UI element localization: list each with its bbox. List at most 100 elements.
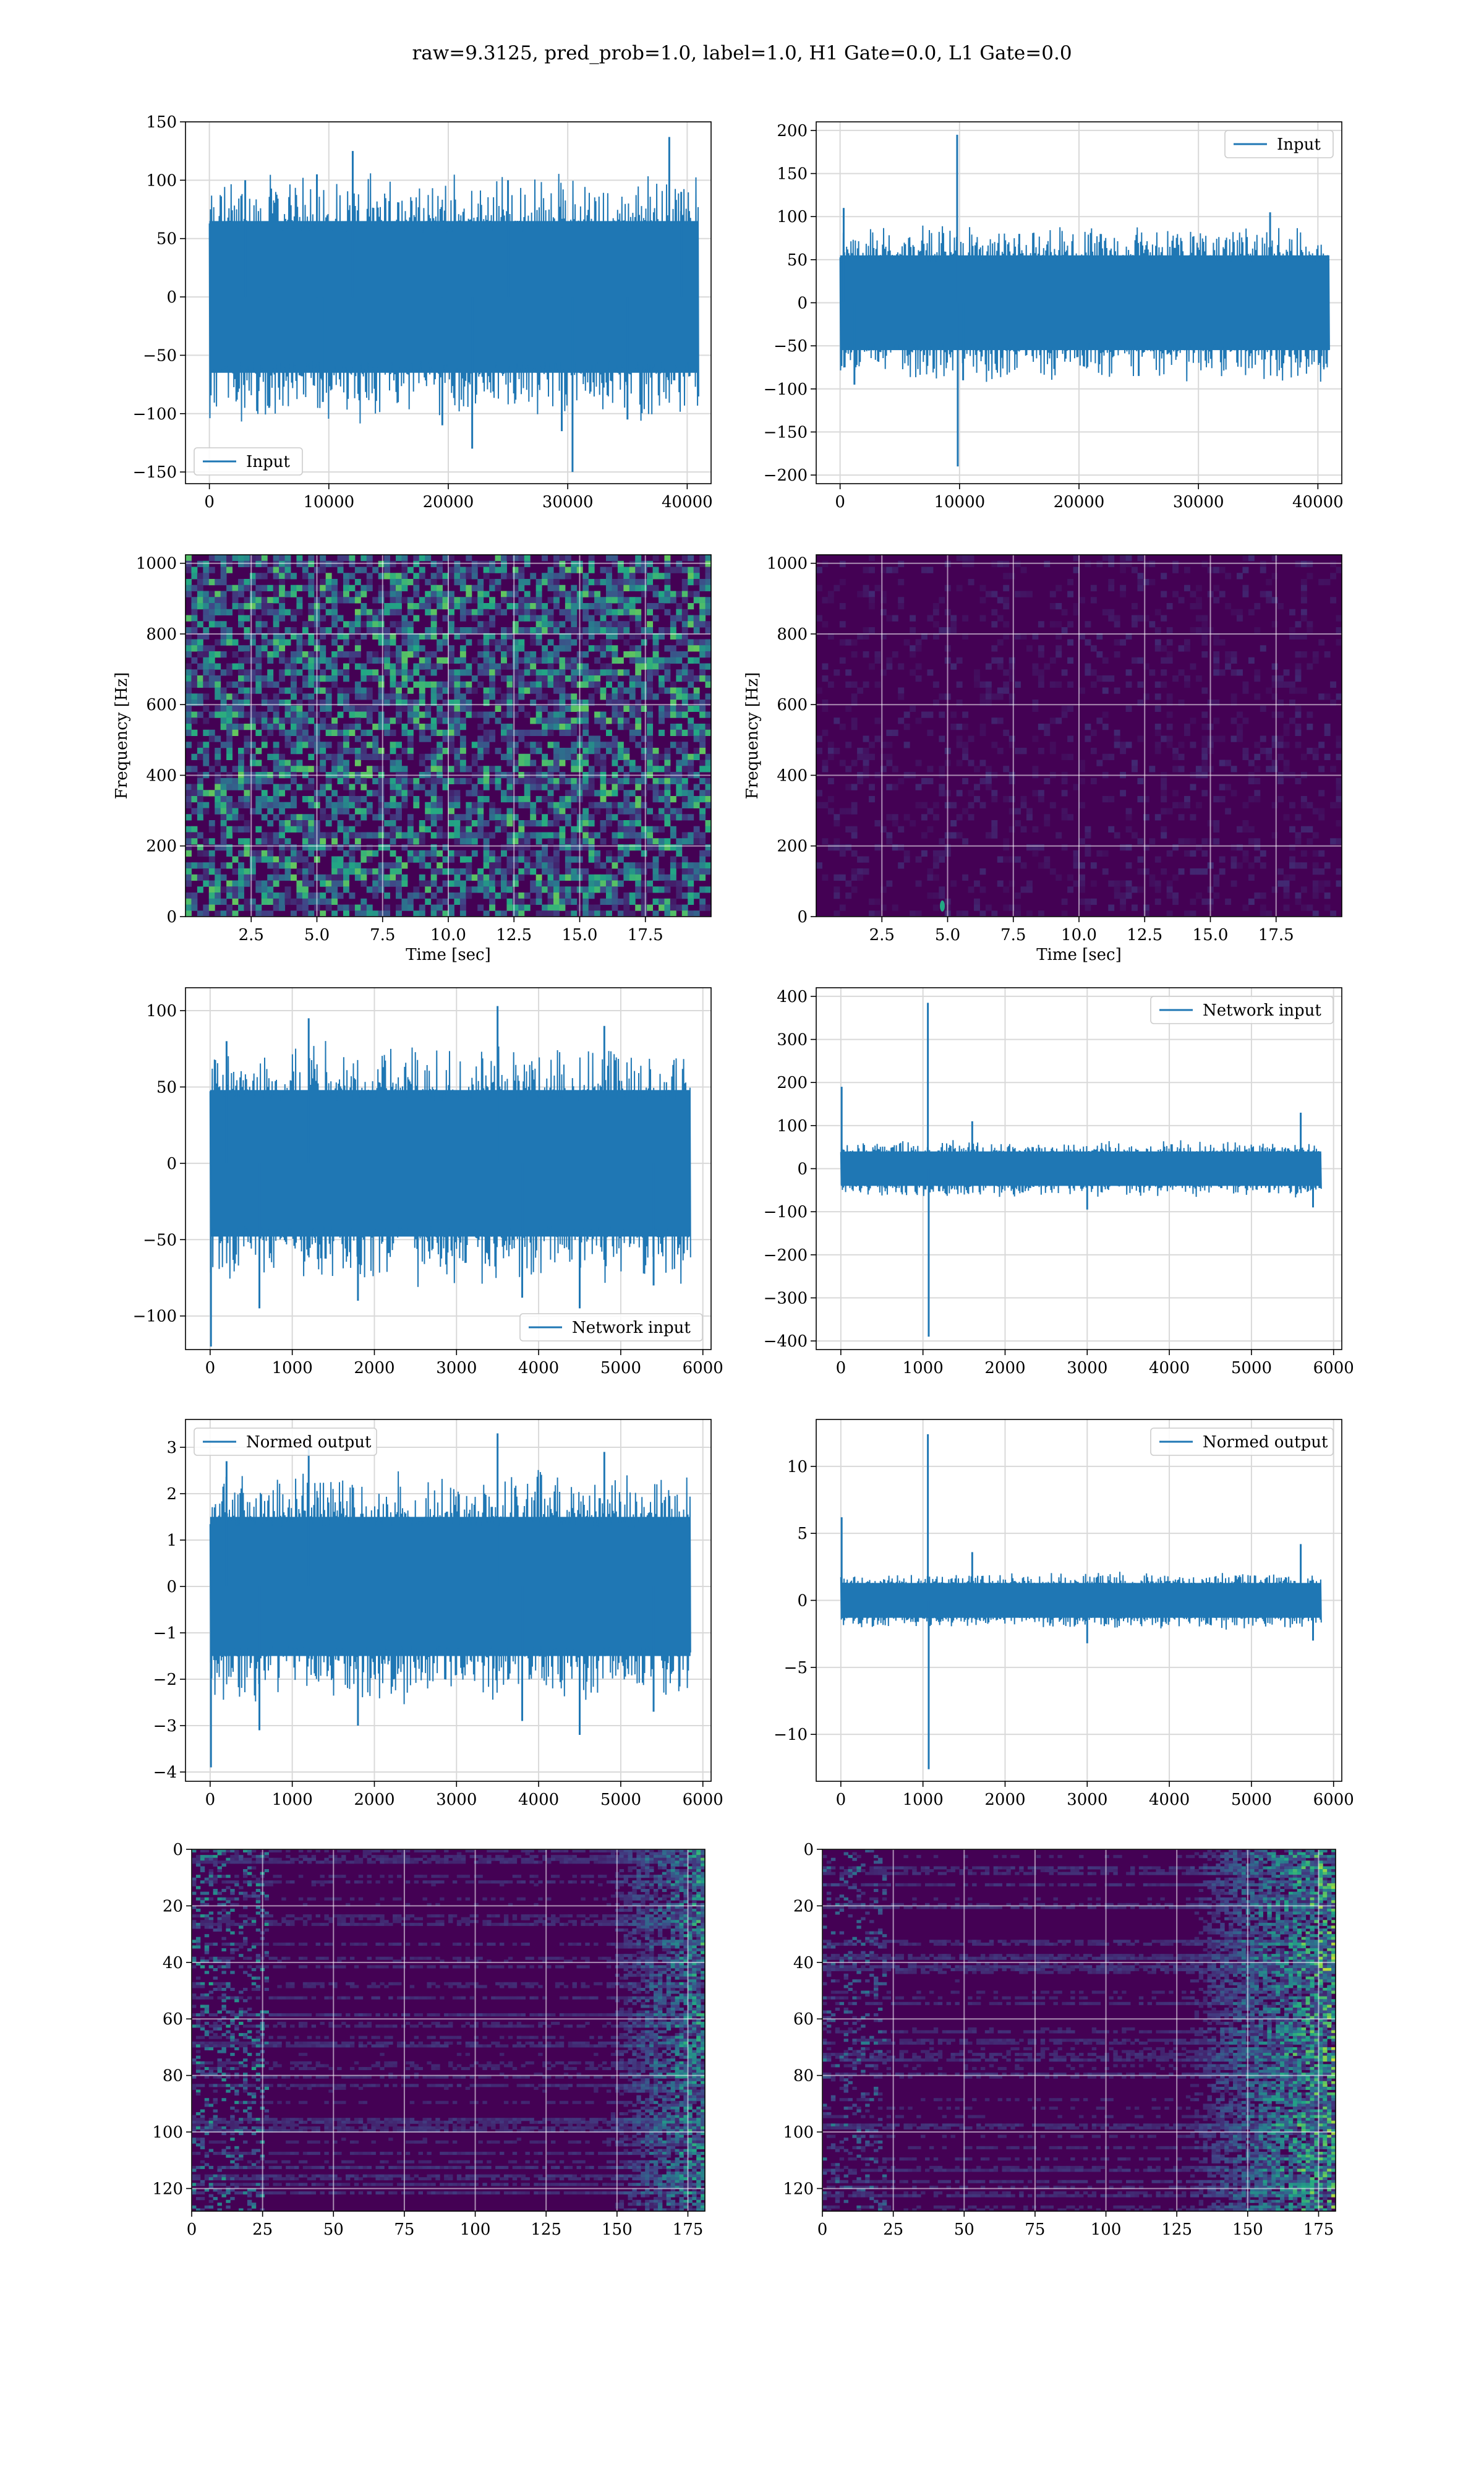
- heatmap-cell: [863, 735, 869, 742]
- heatmap-cell: [699, 790, 706, 797]
- heatmap-cell: [378, 609, 385, 615]
- heatmap-cell: [354, 735, 361, 742]
- heatmap-cell: [220, 597, 227, 604]
- heatmap-cell: [851, 874, 858, 881]
- heatmap-cell: [251, 1849, 257, 1853]
- heatmap-cell: [617, 784, 624, 790]
- x-axis: 0 1000 2000 3000 4000 5000 6000: [205, 1350, 723, 1377]
- heatmap-cell: [635, 838, 642, 845]
- heatmap-cell: [535, 669, 542, 676]
- heatmap-cell: [839, 850, 846, 857]
- heatmap-cell: [635, 621, 642, 628]
- heatmap-cell: [1143, 693, 1149, 700]
- heatmap-cell: [308, 777, 315, 784]
- heatmap-cell: [652, 826, 659, 833]
- heatmap-cell: [466, 892, 472, 899]
- heatmap-cell: [518, 573, 525, 580]
- heatmap-cell: [308, 591, 315, 597]
- heatmap-cell: [1271, 573, 1278, 580]
- heatmap-cell: [676, 729, 683, 736]
- heatmap-cell: [559, 705, 566, 712]
- heatmap-cell: [244, 742, 250, 748]
- heatmap-cell: [331, 615, 338, 622]
- heatmap-cell: [962, 724, 969, 730]
- heatmap-cell: [1166, 651, 1173, 658]
- heatmap-cell: [437, 868, 443, 875]
- plot-area: [186, 555, 711, 917]
- heatmap-cell: [308, 681, 315, 688]
- heatmap-cell: [705, 886, 711, 893]
- heatmap-cell: [232, 603, 239, 610]
- heatmap-cell: [688, 669, 694, 676]
- heatmap-cell: [413, 784, 420, 790]
- heatmap-cell: [291, 742, 297, 748]
- heatmap-cell: [343, 838, 349, 845]
- heatmap-cell: [215, 892, 221, 899]
- heatmap-cell: [1330, 910, 1337, 917]
- y-tick-label: 100: [777, 208, 808, 226]
- heatmap-cell: [880, 591, 887, 597]
- heatmap-cell: [699, 868, 706, 875]
- heatmap-cell: [932, 862, 939, 869]
- heatmap-cell: [606, 591, 612, 597]
- heatmap-cell: [530, 700, 537, 706]
- heatmap-cell: [641, 735, 647, 742]
- heatmap-cell: [483, 560, 490, 567]
- heatmap-cell: [857, 777, 864, 784]
- heatmap-cell: [617, 603, 624, 610]
- heatmap-cell: [343, 850, 349, 857]
- heatmap-cell: [203, 579, 210, 586]
- heatmap-cell: [530, 850, 537, 857]
- heatmap-cell: [1318, 790, 1325, 797]
- heatmap-cell: [565, 603, 571, 610]
- heatmap-cell: [186, 651, 192, 658]
- heatmap-cell: [606, 579, 612, 586]
- heatmap-cell: [1283, 880, 1290, 887]
- heatmap-cell: [331, 868, 338, 875]
- heatmap-cell: [664, 802, 671, 808]
- heatmap-cell: [466, 567, 472, 573]
- heatmap-cell: [419, 663, 425, 670]
- heatmap-cell: [454, 850, 461, 857]
- heatmap-cell: [518, 856, 525, 863]
- heatmap-cell: [419, 700, 425, 706]
- heatmap-cell: [325, 597, 332, 604]
- heatmap-cell: [886, 742, 893, 748]
- heatmap-cell: [489, 856, 496, 863]
- heatmap-cell: [255, 760, 262, 766]
- heatmap-cell: [1213, 669, 1220, 676]
- heatmap-cell: [915, 717, 922, 724]
- heatmap-cell: [337, 627, 344, 634]
- heatmap-cell: [512, 748, 519, 755]
- heatmap-cell: [1254, 753, 1261, 760]
- heatmap-cell: [512, 729, 519, 736]
- heatmap-cell: [477, 603, 484, 610]
- heatmap-cell: [1044, 777, 1051, 784]
- heatmap-cell: [437, 753, 443, 760]
- heatmap-cell: [524, 681, 531, 688]
- heatmap-cell: [419, 693, 425, 700]
- heatmap-cell: [284, 814, 291, 821]
- heatmap-cell: [1038, 844, 1044, 851]
- heatmap-cell: [565, 639, 571, 646]
- heatmap-cell: [553, 766, 560, 773]
- heatmap-cell: [635, 784, 642, 790]
- heatmap-cell: [606, 567, 612, 573]
- heatmap-cell: [571, 675, 578, 682]
- heatmap-cell: [197, 753, 203, 760]
- heatmap-cell: [331, 724, 338, 730]
- heatmap-cell: [354, 591, 361, 597]
- heatmap-cell: [512, 609, 519, 615]
- heatmap-cell: [939, 766, 945, 773]
- heatmap-cell: [384, 777, 391, 784]
- heatmap-cell: [647, 663, 654, 670]
- heatmap-cell: [1114, 880, 1120, 887]
- heatmap-cell: [991, 910, 998, 917]
- heatmap-cell: [617, 832, 624, 839]
- heatmap-cell: [903, 856, 910, 863]
- heatmap-cell: [962, 560, 969, 567]
- heatmap-cell: [688, 567, 694, 573]
- heatmap-cell: [664, 874, 671, 881]
- heatmap-cell: [362, 1849, 368, 1853]
- heatmap-cell: [267, 584, 274, 591]
